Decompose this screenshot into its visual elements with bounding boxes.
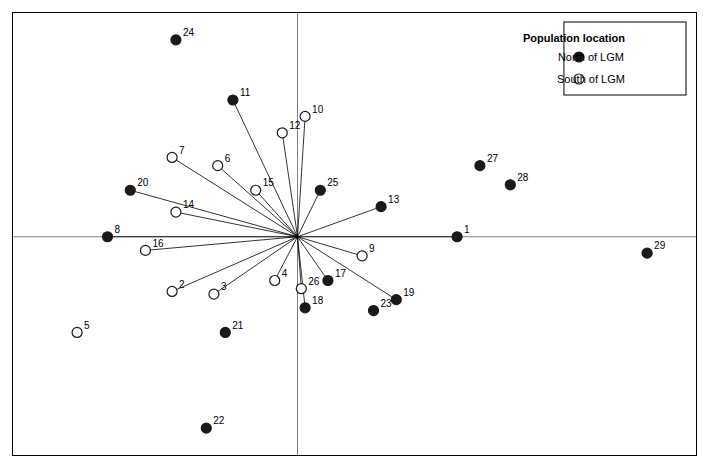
svg-text:6: 6 — [225, 153, 231, 164]
svg-text:Population location: Population location — [523, 32, 625, 44]
svg-text:17: 17 — [335, 268, 347, 279]
svg-text:16: 16 — [153, 238, 165, 249]
svg-text:9: 9 — [369, 243, 375, 254]
svg-text:29: 29 — [654, 240, 666, 251]
svg-text:2: 2 — [179, 279, 185, 290]
svg-text:8: 8 — [115, 224, 121, 235]
svg-text:South of LGM: South of LGM — [557, 73, 625, 85]
svg-text:7: 7 — [179, 145, 185, 156]
svg-text:12: 12 — [289, 120, 301, 131]
svg-text:5: 5 — [84, 320, 90, 331]
svg-text:North of LGM: North of LGM — [558, 51, 624, 63]
svg-text:20: 20 — [137, 177, 149, 188]
svg-text:24: 24 — [183, 27, 195, 38]
svg-text:22: 22 — [213, 415, 225, 426]
svg-text:18: 18 — [312, 295, 324, 306]
svg-text:25: 25 — [327, 177, 339, 188]
svg-text:4: 4 — [282, 268, 288, 279]
svg-text:1: 1 — [464, 224, 470, 235]
svg-text:14: 14 — [183, 199, 195, 210]
svg-text:15: 15 — [263, 177, 275, 188]
svg-text:19: 19 — [403, 287, 415, 298]
svg-text:10: 10 — [312, 104, 324, 115]
svg-text:11: 11 — [240, 87, 251, 98]
svg-text:27: 27 — [487, 153, 499, 164]
svg-text:26: 26 — [308, 276, 320, 287]
svg-text:3: 3 — [221, 281, 227, 292]
svg-text:21: 21 — [232, 320, 244, 331]
svg-text:23: 23 — [381, 298, 393, 309]
svg-text:13: 13 — [388, 194, 400, 205]
svg-text:28: 28 — [517, 172, 529, 183]
